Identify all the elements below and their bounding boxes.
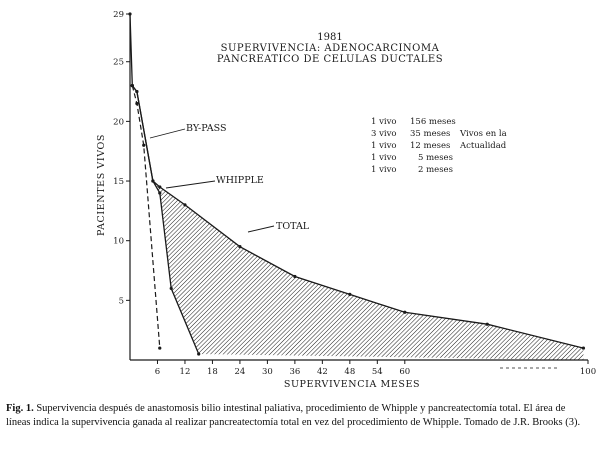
data-point-by-pass bbox=[135, 101, 139, 106]
series-label-whipple: WHIPPLE bbox=[216, 175, 264, 186]
x-tick-label: 100 bbox=[580, 367, 596, 377]
data-point-total bbox=[130, 83, 134, 88]
data-point-total bbox=[403, 310, 407, 314]
survivor-months: 2 meses bbox=[418, 165, 453, 175]
leader-line-total bbox=[247, 225, 275, 233]
data-point-total bbox=[128, 12, 132, 16]
data-point-total bbox=[485, 322, 489, 326]
data-point-total bbox=[581, 346, 586, 350]
caption-text: Supervivencia después de anastomosis bil… bbox=[6, 403, 581, 428]
survivor-count: 1 vivo bbox=[371, 141, 397, 151]
alive-note-line-1: Vivos en la bbox=[459, 129, 507, 139]
x-axis-label: SUPERVIVENCIA MESES bbox=[284, 379, 420, 390]
y-tick-label: 15 bbox=[113, 177, 124, 187]
data-point-whipple bbox=[158, 191, 162, 195]
x-tick-label: 36 bbox=[289, 367, 300, 377]
y-tick-label: 10 bbox=[113, 237, 124, 247]
x-tick-label: 6 bbox=[155, 367, 160, 377]
y-tick-label: 20 bbox=[113, 117, 124, 127]
x-tick-label: 54 bbox=[372, 367, 383, 377]
series-label-bypass: BY-PASS bbox=[186, 123, 226, 134]
series-line-bypass bbox=[131, 85, 161, 349]
series-label-total: TOTAL bbox=[276, 221, 310, 232]
data-point-by-pass bbox=[142, 143, 146, 147]
figure-caption: Fig. 1. Supervivencia después de anastom… bbox=[6, 402, 590, 430]
survivor-count: 1 vivo bbox=[371, 165, 397, 175]
survival-gain-area bbox=[132, 85, 584, 360]
x-tick-label: 24 bbox=[235, 367, 246, 377]
survivor-months: 5 meses bbox=[418, 153, 453, 163]
survivor-months: 35 meses bbox=[410, 129, 450, 139]
data-point-whipple bbox=[169, 286, 173, 291]
y-tick-label: 25 bbox=[113, 58, 124, 68]
data-point-whipple bbox=[197, 352, 201, 356]
leader-line-whipple bbox=[165, 180, 216, 189]
chart-title-line-2: PANCREATICO DE CELULAS DUCTALES bbox=[217, 54, 443, 65]
data-point-total bbox=[183, 203, 187, 207]
survivor-count: 1 vivo bbox=[371, 117, 397, 127]
y-tick-label: 29 bbox=[113, 10, 124, 20]
data-point-total bbox=[348, 292, 352, 296]
survivor-count: 1 vivo bbox=[371, 153, 397, 163]
data-point-total bbox=[151, 179, 155, 183]
y-tick-label: 5 bbox=[119, 296, 124, 306]
survivor-months: 156 meses bbox=[410, 117, 456, 127]
caption-label: Fig. 1. bbox=[6, 403, 34, 414]
data-point-total bbox=[238, 245, 242, 249]
data-point-total bbox=[293, 274, 297, 279]
survivor-count: 3 vivo bbox=[371, 129, 397, 139]
data-point-total bbox=[158, 185, 162, 189]
y-axis-label: PACIENTES VIVOS bbox=[96, 134, 107, 236]
data-point-by-pass bbox=[158, 346, 162, 350]
data-point-total bbox=[135, 89, 139, 94]
survivor-months: 12 meses bbox=[410, 141, 450, 151]
x-tick-label: 60 bbox=[399, 367, 410, 377]
chart-title-year: 1981 bbox=[317, 32, 342, 43]
x-tick-label: 12 bbox=[180, 367, 191, 377]
leader-line-bypass bbox=[149, 128, 186, 139]
chart-title-line-1: SUPERVIVENCIA: ADENOCARCINOMA bbox=[221, 43, 440, 54]
x-tick-label: 42 bbox=[317, 367, 328, 377]
alive-note-line-2: Actualidad bbox=[459, 141, 507, 151]
x-tick-label: 48 bbox=[344, 367, 355, 377]
x-tick-label: 30 bbox=[262, 367, 273, 377]
x-tick-label: 18 bbox=[207, 367, 218, 377]
